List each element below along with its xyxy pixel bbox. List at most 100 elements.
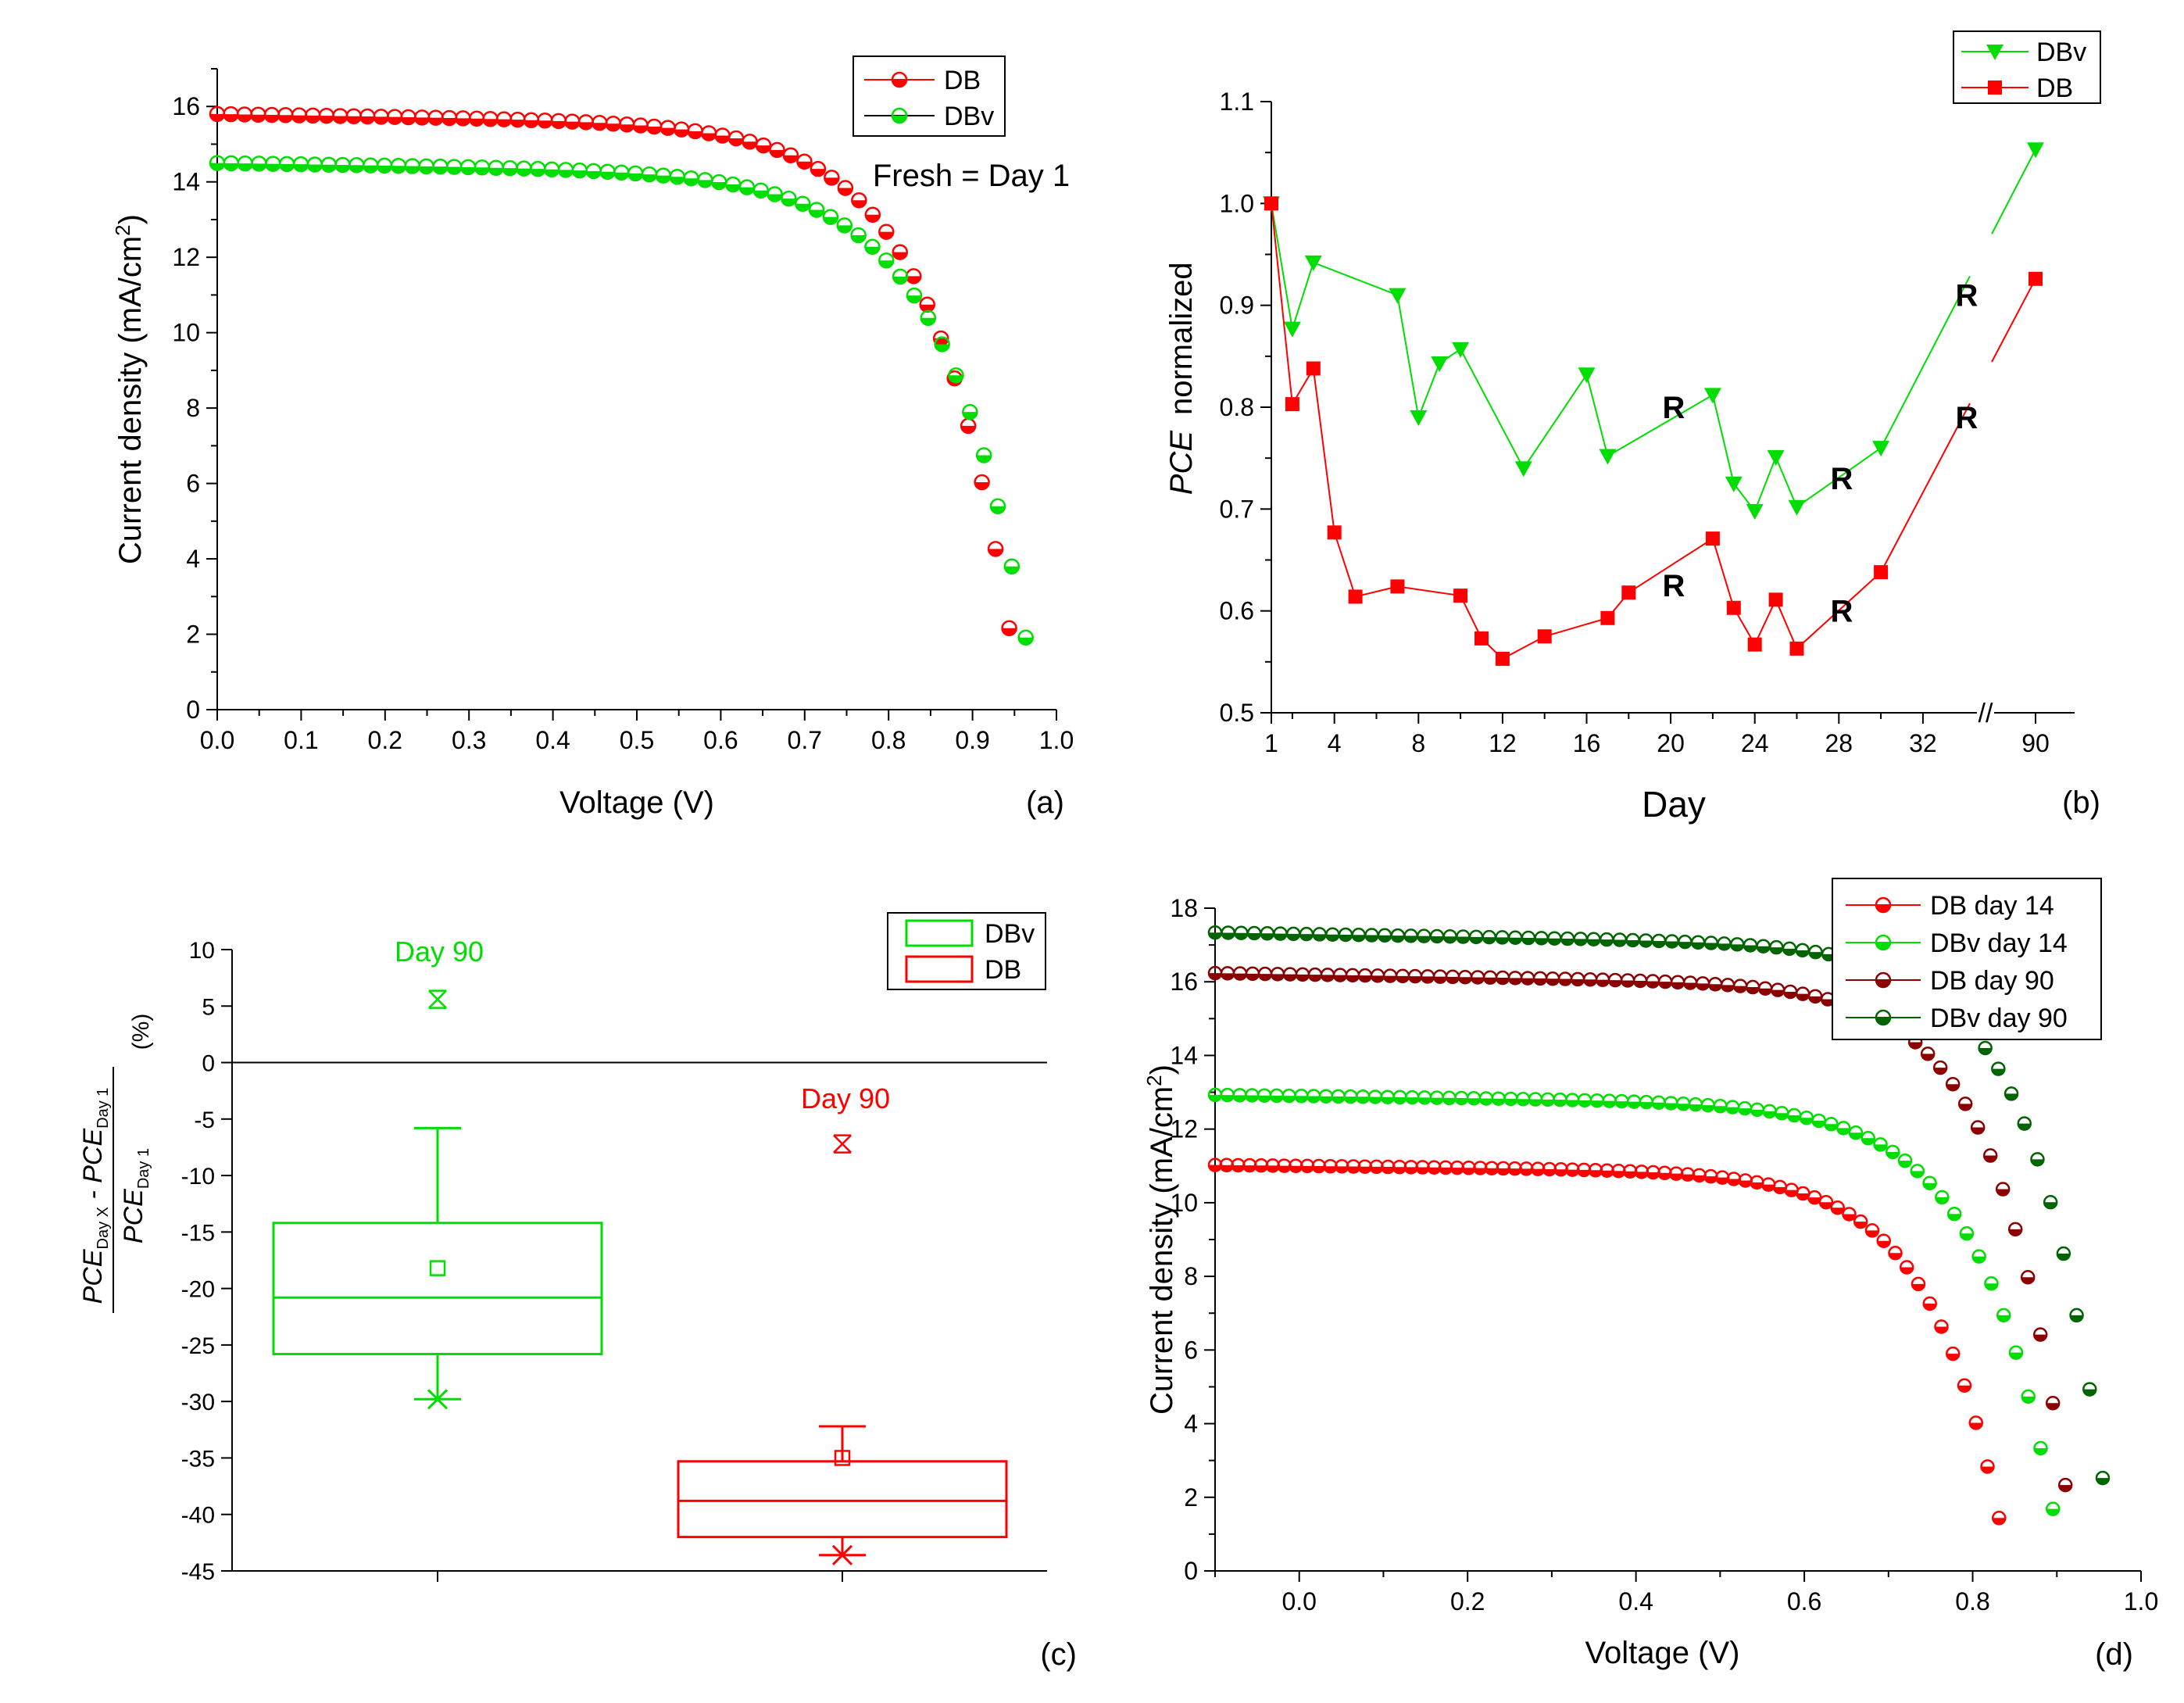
data-point <box>2027 142 2044 159</box>
data-point <box>1703 388 1721 404</box>
data-point <box>892 244 909 260</box>
y-axis-label-unit: (%) <box>128 1014 154 1050</box>
data-point <box>2045 1396 2061 1411</box>
data-point <box>2021 1389 2036 1404</box>
y-tick-label: 2 <box>1184 1483 1198 1512</box>
data-point <box>755 137 772 154</box>
legend-marker <box>1988 80 2002 95</box>
y-tick-label: -30 <box>181 1390 215 1415</box>
data-point <box>1959 1225 1975 1241</box>
y-tick-label: 5 <box>202 994 215 1020</box>
data-point <box>1788 499 1806 516</box>
data-point <box>1578 367 1596 384</box>
data-point <box>878 224 895 240</box>
y-tick-label: 12 <box>1170 1115 1198 1143</box>
annotation-R: R <box>1831 462 1853 496</box>
data-point <box>1910 1164 1925 1179</box>
data-point <box>1304 255 1322 271</box>
data-point <box>1920 1046 1936 1061</box>
data-point <box>962 403 978 420</box>
data-point <box>2020 1270 2036 1285</box>
y-tick-label: 4 <box>1184 1410 1198 1438</box>
legend-label: DB day 14 <box>1930 891 2054 921</box>
mean-marker <box>429 1260 446 1276</box>
y-tick-label: 0.5 <box>1220 699 1254 727</box>
data-point <box>1818 1194 1834 1210</box>
outlier-marker <box>428 989 447 1009</box>
x-tick-label: 0.4 <box>535 726 570 754</box>
x-tick-label: 8 <box>1411 729 1425 757</box>
data-point <box>1003 558 1021 575</box>
data-point <box>1874 565 1889 580</box>
min-marker <box>831 1544 853 1565</box>
y-axis-label: PCE normalized <box>1164 262 1199 495</box>
data-point <box>1864 1223 1880 1238</box>
panel-c: 10 5 0 -5 -10 -15 -20 -25 -30 -35 -40 -45 PCEDay X -… <box>78 912 1077 1672</box>
data-point <box>2032 1327 2048 1342</box>
data-point <box>1946 1346 1961 1361</box>
data-point <box>781 190 797 207</box>
data-point <box>2007 1222 2023 1237</box>
data-point <box>1348 589 1363 604</box>
series-line-after-break <box>1991 148 2036 234</box>
legend: DBv DB <box>1953 30 2101 104</box>
data-point <box>1789 641 1804 656</box>
data-point <box>1911 1276 1926 1292</box>
data-point <box>1453 589 1468 603</box>
data-point <box>1705 531 1720 546</box>
legend-marker <box>891 71 908 88</box>
x-tick-label: 0.3 <box>452 726 486 754</box>
y-axis-label-denominator: PCEDay 1 <box>119 1148 152 1243</box>
data-point <box>1017 629 1034 646</box>
data-point <box>2017 1116 2032 1131</box>
data-point <box>1835 1121 1851 1136</box>
y-axis-label-italic: PCE <box>1164 430 1199 496</box>
data-point <box>1899 1260 1914 1275</box>
series-DBv-day-90 <box>1207 925 2111 1486</box>
y-tick-label: 0.7 <box>1220 495 1254 523</box>
y-tick-label: -15 <box>181 1220 215 1246</box>
mean-marker <box>834 1450 851 1466</box>
legend: DBv DB <box>887 912 1046 990</box>
y-tick-label: 0 <box>1184 1557 1198 1585</box>
y-tick-label: -20 <box>181 1277 215 1303</box>
series-DB-day-90 <box>1207 965 2073 1493</box>
y-tick-label: 1.1 <box>1220 88 1254 116</box>
data-point <box>769 141 785 159</box>
y-tick-label: 0 <box>202 1051 215 1077</box>
legend: DB day 14 DBv day 14 DB day 90 DBv day 90 <box>1832 878 2102 1040</box>
data-point <box>1452 342 1470 358</box>
box-DB: Day 90 <box>677 1082 1008 1565</box>
data-point <box>1935 1190 1950 1205</box>
x-axis-label: Day <box>1642 784 1706 825</box>
data-point <box>1514 461 1532 478</box>
legend-label: DBv <box>985 919 1035 949</box>
x-tick-label: 90 <box>2021 729 2050 757</box>
legend-swatch <box>905 919 974 947</box>
data-point <box>1957 1097 1973 1111</box>
data-point <box>836 217 853 234</box>
x-tick-label: 32 <box>1909 729 1937 757</box>
y-tick-label: -10 <box>181 1164 215 1190</box>
series-DBv-day-14 <box>1207 1087 2061 1516</box>
data-point <box>987 541 1004 557</box>
x-tick-label: 28 <box>1825 729 1853 757</box>
y-axis-label: Current density (mA/cm2) <box>111 214 148 564</box>
data-point <box>1600 610 1615 625</box>
box <box>677 1460 1008 1539</box>
data-point <box>767 186 783 202</box>
axis-break: // <box>1978 699 1993 728</box>
data-point <box>837 180 854 196</box>
data-point <box>1410 410 1428 427</box>
data-point <box>2056 1246 2071 1261</box>
data-point <box>2082 1382 2097 1397</box>
data-point <box>892 268 909 285</box>
y-tick-label: 12 <box>172 243 200 271</box>
data-point <box>1970 1120 1986 1135</box>
data-point <box>1285 397 1299 412</box>
legend-swatch <box>905 955 974 983</box>
legend-label: DB day 90 <box>1930 966 2054 996</box>
data-point <box>2030 1152 2045 1167</box>
